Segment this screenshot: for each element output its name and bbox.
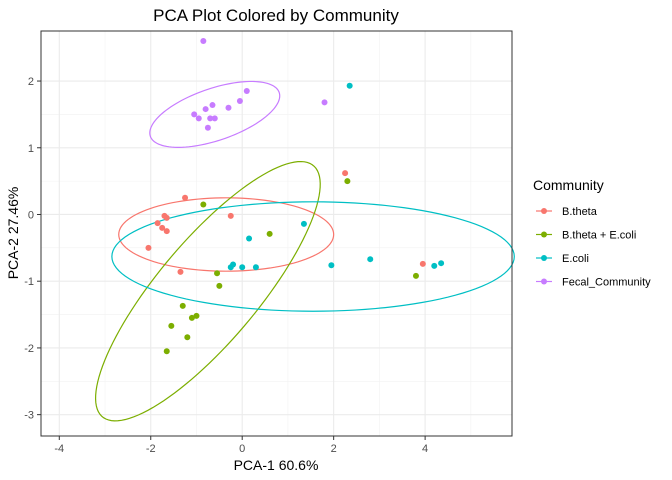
data-point xyxy=(154,220,161,227)
x-tick-label: 2 xyxy=(331,443,337,455)
data-point xyxy=(159,224,166,231)
data-point xyxy=(216,282,223,289)
data-point xyxy=(184,334,191,341)
y-tick-label: 2 xyxy=(28,76,34,88)
confidence-ellipse xyxy=(94,160,321,422)
data-point xyxy=(163,228,170,235)
data-point xyxy=(321,99,328,106)
data-point xyxy=(202,106,209,113)
data-point xyxy=(344,178,351,185)
data-point xyxy=(342,170,349,177)
x-tick-label: -2 xyxy=(146,443,156,455)
data-point xyxy=(346,82,353,89)
y-tick-label: -1 xyxy=(24,276,34,288)
confidence-ellipse xyxy=(111,201,515,312)
legend: Community B.theta B.theta + E.coli E.coli F… xyxy=(533,177,651,289)
y-tick-label: -3 xyxy=(24,410,34,422)
data-point xyxy=(188,314,195,321)
data-point xyxy=(252,264,259,271)
y-axis-title: PCA-2 27.46% xyxy=(5,187,21,280)
legend-label: E.coli xyxy=(562,253,589,265)
data-point xyxy=(179,302,186,309)
data-point xyxy=(209,102,216,109)
data-point xyxy=(236,98,243,105)
data-point xyxy=(182,194,189,201)
x-axis-ticks: -4 -2 0 2 4 xyxy=(54,436,428,455)
y-tick-label: 0 xyxy=(28,209,34,221)
data-point xyxy=(438,260,445,267)
data-point xyxy=(195,115,202,122)
data-point xyxy=(227,212,234,219)
data-point xyxy=(266,230,273,237)
data-point xyxy=(191,111,198,118)
data-point xyxy=(168,322,175,329)
data-point xyxy=(431,262,438,269)
x-tick-label: 4 xyxy=(422,443,428,455)
data-point xyxy=(200,201,207,208)
y-axis-ticks: -3 -2 -1 0 1 2 xyxy=(24,76,41,422)
legend-label: B.theta xyxy=(562,206,598,218)
legend-label: B.theta + E.coli xyxy=(562,230,636,242)
data-point xyxy=(328,262,335,269)
legend-key-point xyxy=(541,208,547,214)
legend-key-point xyxy=(541,255,547,261)
legend-key-point xyxy=(541,231,547,238)
data-points xyxy=(145,38,445,355)
data-point xyxy=(193,312,200,319)
data-point xyxy=(246,235,253,242)
legend-key-point xyxy=(541,278,547,285)
y-tick-label: -2 xyxy=(24,343,34,355)
data-point xyxy=(243,88,250,95)
data-point xyxy=(227,264,234,271)
y-tick-label: 1 xyxy=(28,143,34,155)
chart-title: PCA Plot Colored by Community xyxy=(153,6,399,25)
data-point xyxy=(145,244,152,251)
legend-label: Fecal_Community xyxy=(562,277,651,289)
data-point xyxy=(419,260,426,267)
confidence-ellipses xyxy=(94,80,515,422)
data-point xyxy=(214,270,221,277)
data-point xyxy=(207,115,214,122)
data-point xyxy=(163,348,170,355)
data-point xyxy=(300,220,307,227)
data-point xyxy=(412,272,419,279)
data-point xyxy=(177,268,184,275)
confidence-ellipse xyxy=(149,80,281,148)
data-point xyxy=(200,38,207,45)
x-tick-label: -4 xyxy=(54,443,64,455)
data-point xyxy=(367,256,374,263)
data-point xyxy=(204,124,211,131)
data-point xyxy=(163,214,170,221)
data-point xyxy=(239,264,246,271)
data-point xyxy=(225,104,232,111)
plot-border xyxy=(40,30,513,437)
x-tick-label: 0 xyxy=(239,443,245,455)
legend-title: Community xyxy=(533,177,604,193)
data-point xyxy=(211,115,218,122)
x-axis-title: PCA-1 60.6% xyxy=(234,457,319,473)
plot-panel xyxy=(41,31,512,436)
